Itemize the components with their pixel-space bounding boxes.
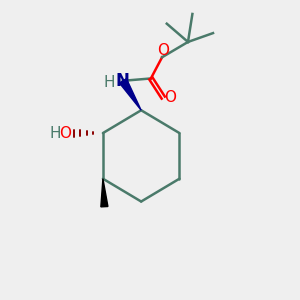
Polygon shape <box>101 179 108 207</box>
Text: O: O <box>157 43 169 58</box>
Polygon shape <box>119 79 141 110</box>
Text: O: O <box>165 89 177 104</box>
Text: N: N <box>116 72 130 90</box>
Text: H: H <box>50 126 61 141</box>
Text: O: O <box>59 126 71 141</box>
Text: H: H <box>104 75 116 90</box>
